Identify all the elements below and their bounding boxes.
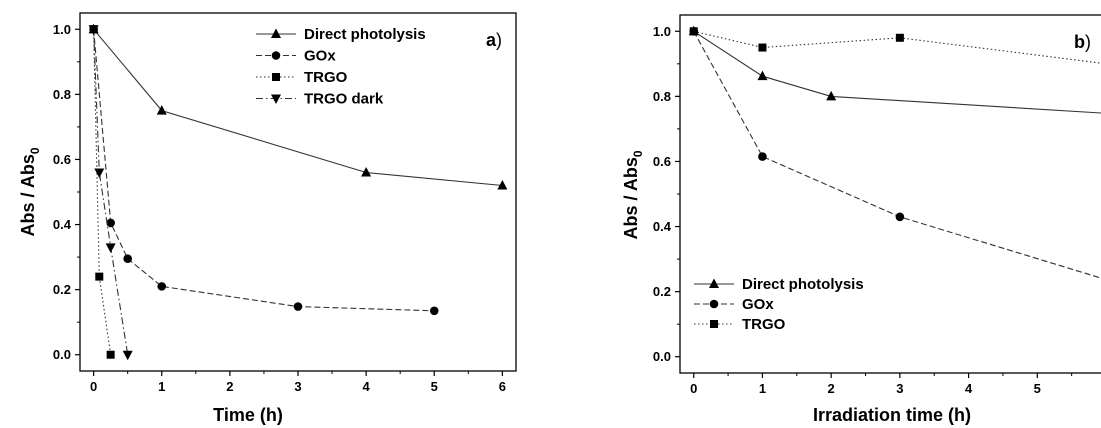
panel-a-y-tick-label: 0.2	[53, 282, 71, 297]
panel-b-legend-label: TRGO	[742, 316, 786, 333]
panel-a-series-direct-photolysis-point	[497, 179, 508, 190]
panel-a-series-trgo-dark-line	[93, 29, 129, 355]
panel-b-series-direct-photolysis-line	[693, 30, 1101, 114]
panel-a-series-gox-line	[93, 29, 435, 312]
panel-b-x-tick-label: 5	[1034, 381, 1041, 396]
panel-a-ylabel: Abs / Abs0	[18, 147, 42, 236]
panel-b-x-tick-label: 0	[690, 381, 697, 396]
panel-b-x-tick-label: 2	[828, 381, 835, 396]
panel-a-series-gox-point	[157, 282, 167, 291]
panel-a-series-trgo-dark-point	[88, 25, 99, 35]
panel-b-y-tick-label: 0.0	[653, 349, 671, 364]
panel-b-ylabel-sub: 0	[631, 150, 645, 157]
panel-a-legend-entry: TRGO dark	[256, 91, 384, 108]
panel-b-legend-entry: Direct photolysis	[694, 276, 864, 293]
panel-b-y-tick-label: 0.4	[653, 219, 672, 234]
panel-a-legend-label: Direct photolysis	[304, 26, 426, 43]
panel-a-series-gox-point	[293, 302, 303, 311]
panel-a-legend-label: GOx	[304, 48, 336, 65]
panel-a-legend-label: TRGO dark	[304, 91, 384, 108]
panel-a-legend-marker	[272, 73, 280, 81]
panel-b-ylabel-main: Abs / Abs	[621, 157, 641, 239]
panel-a-legend-entry: TRGO	[256, 69, 348, 86]
panel-a-ylabel-main: Abs / Abs	[18, 154, 38, 236]
panel-a-x-tick-label: 0	[90, 379, 97, 394]
panel-a-series-trgo-dark-point	[94, 168, 105, 178]
panel-a-x-tick-label: 3	[294, 379, 301, 394]
panel-b-series-gox	[689, 26, 1101, 279]
panel-b-y-tick-label: 0.2	[653, 284, 671, 299]
panel-b-series-trgo-point	[758, 43, 767, 52]
panel-b-series-trgo-point	[895, 33, 904, 42]
panel-b-legend-label: GOx	[742, 296, 774, 313]
panel-a-y-tick-label: 1.0	[53, 22, 71, 37]
panel-a-series-trgo-dark	[88, 25, 133, 361]
panel-b-legend-entry: GOx	[694, 296, 774, 313]
panel-a-x-tick-label: 2	[226, 379, 233, 394]
panel-a-series-gox	[89, 24, 439, 316]
panel-a-ylabel-sub: 0	[28, 147, 42, 154]
panel-a-y-tick-label: 0.4	[53, 217, 72, 232]
panel-b-xlabel: Irradiation time (h)	[813, 405, 971, 425]
panel-b-y-tick-label: 1.0	[653, 24, 671, 39]
panel-b-series-direct-photolysis-point	[826, 90, 837, 101]
panel-a-series-direct-photolysis	[88, 23, 508, 190]
panel-b-series-trgo-point	[689, 27, 698, 36]
panel-a-y-tick-label: 0.0	[53, 347, 71, 362]
panel-b-series-direct-photolysis	[688, 25, 1101, 114]
panel-a-x-tick-label: 4	[363, 379, 371, 394]
panel-a-series-trgo-point	[95, 272, 104, 281]
panel-b-x-tick-label: 1	[759, 381, 766, 396]
panel-b-series-direct-photolysis-point	[757, 70, 768, 81]
panel-b-legend-marker	[710, 320, 718, 328]
panel-a-x-tick-label: 5	[431, 379, 438, 394]
panel-b-series-trgo	[689, 27, 1101, 64]
panel-b-series-trgo-line	[693, 30, 1101, 64]
panel-b-y-tick-label: 0.8	[653, 89, 671, 104]
panel-a-series-gox-point	[429, 306, 439, 316]
panel-b-legend-entry: TRGO	[694, 316, 786, 333]
panel-b-series-gox-point	[758, 152, 767, 161]
panel-a-legend-marker	[271, 28, 281, 38]
panel-b-legend-marker	[709, 299, 719, 309]
panel-a-y-tick-label: 0.8	[53, 87, 71, 102]
panel-a-series-direct-photolysis-point	[156, 105, 167, 115]
panel-a-legend-label: TRGO	[304, 69, 348, 86]
panel-b-label: b)	[1074, 32, 1091, 52]
panel-a-series-gox-point	[106, 218, 115, 228]
panel-b-ylabel: Abs / Abs0	[621, 150, 645, 239]
panel-a-series-direct-photolysis-line	[93, 28, 503, 187]
panel-a-series-trgo-point	[106, 350, 115, 359]
panel-a-legend-marker	[271, 94, 281, 104]
panel-a-series-trgo-dark-point	[105, 243, 116, 253]
panel-b-series-gox-line	[693, 31, 1101, 279]
panel-a-legend-entry: Direct photolysis	[256, 26, 426, 43]
panel-a-legend-marker	[271, 51, 281, 60]
panel-a-xlabel: Time (h)	[213, 405, 283, 425]
panel-a-series-trgo-dark-point	[122, 350, 133, 361]
panel-a-frame	[79, 12, 517, 372]
panel-b-series-gox-point	[895, 212, 905, 222]
panel-b-legend-label: Direct photolysis	[742, 276, 864, 293]
panel-a-plot: 0 1 2 3 4 5 6 0.0 0.2 0.4 0.6 0.8 1.0 Direct photolys…	[53, 12, 517, 394]
panel-a-label: a)	[486, 30, 502, 50]
panel-a-legend-entry: GOx	[256, 48, 336, 65]
panel-a-series-direct-photolysis-point	[361, 166, 372, 177]
panel-b-x-tick-label: 4	[965, 381, 973, 396]
panel-a-x-tick-label: 1	[158, 379, 165, 394]
panel-a-y-tick-label: 0.6	[53, 152, 71, 167]
panel-a-series-gox-point	[123, 254, 132, 264]
panel-b-y-tick-label: 0.6	[653, 154, 671, 169]
panel-a-x-tick-label: 6	[499, 379, 506, 394]
panel-b-legend-marker	[709, 278, 719, 288]
panel-b-x-tick-label: 3	[896, 381, 903, 396]
